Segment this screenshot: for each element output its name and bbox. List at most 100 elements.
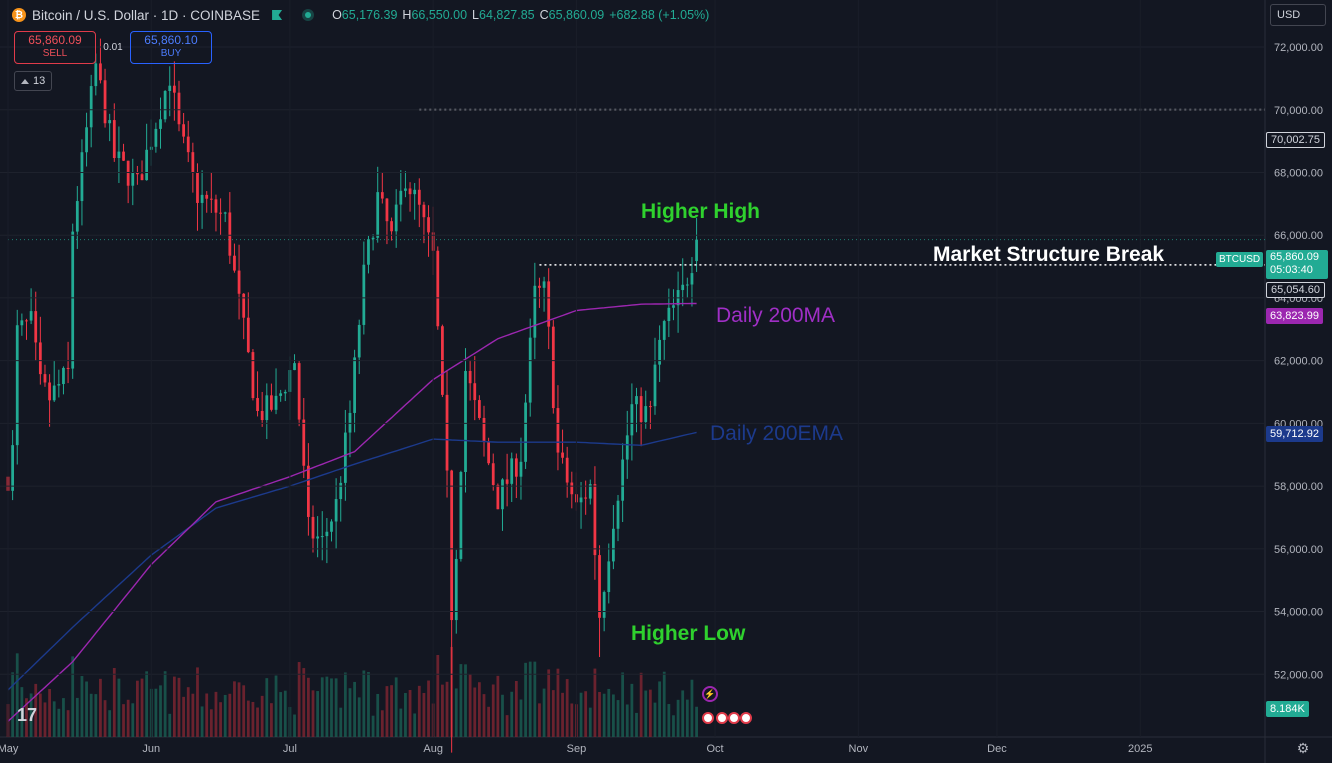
x-tick-label: May (0, 743, 19, 755)
volume-bar (325, 676, 329, 737)
candle (117, 151, 121, 159)
candle (140, 174, 144, 181)
annotation-daily-200ma[interactable]: Daily 200MA (716, 304, 836, 327)
volume-bar (505, 715, 509, 737)
candle (297, 363, 301, 420)
volume-bar (612, 694, 615, 737)
tradingview-logo-icon: 17 (17, 705, 38, 725)
volume-bar (75, 697, 79, 737)
candle (320, 536, 324, 538)
candle (371, 237, 375, 240)
candle (260, 411, 264, 421)
volume-bar (85, 681, 88, 737)
candle (348, 412, 352, 433)
candle (427, 217, 430, 233)
volume-bar (237, 682, 241, 737)
annotation-higher-high[interactable]: Higher High (641, 200, 760, 223)
candle (186, 136, 190, 153)
annotation-market-structure-break[interactable]: Market Structure Break (933, 243, 1165, 266)
volume-bar (214, 691, 218, 737)
volume-bar (408, 690, 412, 737)
indicator-toggle[interactable]: 13 (14, 71, 53, 91)
us-flag-event-icon[interactable] (702, 712, 714, 724)
volume-bar (399, 708, 403, 737)
volume-bar (320, 677, 324, 737)
volume-bar (265, 678, 269, 737)
lightning-icon[interactable]: ⚡ (702, 686, 718, 702)
economic-event-icon[interactable] (740, 712, 752, 724)
volume-bar (482, 694, 486, 737)
buy-button[interactable]: 65,860.10 BUY (130, 30, 212, 64)
economic-event-icon[interactable] (716, 712, 728, 724)
volume-bar (635, 712, 638, 737)
candle (556, 408, 560, 453)
volume-bar (487, 706, 491, 737)
candle (570, 482, 574, 495)
ma200-line (7, 302, 697, 722)
volume-bar (200, 706, 204, 737)
candle (145, 149, 149, 181)
candle (685, 284, 689, 286)
y-tick-label: 56,000.00 (1274, 544, 1323, 556)
candle (43, 374, 47, 383)
candle (15, 325, 19, 446)
candle (52, 385, 56, 401)
volume-bar (126, 699, 130, 737)
volume-bar (588, 707, 592, 737)
volume-bar (196, 667, 199, 737)
volume-bar (43, 702, 47, 737)
candle (630, 404, 634, 436)
volume-bar (491, 684, 495, 737)
market-open-icon (302, 9, 315, 21)
volume-bar (630, 683, 634, 737)
volume-bar (584, 691, 588, 737)
candle (214, 199, 218, 213)
currency-selector[interactable]: USD (1270, 4, 1326, 26)
candle (385, 198, 389, 222)
candle (561, 452, 564, 458)
candle (246, 317, 250, 353)
economic-event-icon[interactable] (728, 712, 740, 724)
volume-bar (140, 678, 144, 737)
candle (662, 321, 666, 340)
volume-bar (533, 661, 537, 737)
annotation-daily-200ema[interactable]: Daily 200EMA (710, 422, 844, 445)
candle (510, 458, 514, 484)
chart-header: ₿ Bitcoin / U.S. Dollar · 1D · COINBASE … (12, 6, 709, 24)
volume-bar (565, 679, 569, 737)
volume-bar (274, 675, 278, 737)
candle (99, 63, 102, 81)
candle (343, 432, 347, 483)
volume-bar (551, 690, 555, 737)
volume-bar (436, 654, 440, 737)
candle (131, 172, 135, 186)
volume-bar (316, 691, 320, 737)
flag-icon[interactable] (272, 10, 283, 20)
volume-bar (538, 703, 541, 737)
candle (219, 212, 222, 214)
sell-button[interactable]: 65,860.09 SELL (14, 30, 96, 64)
candle (390, 221, 393, 232)
volume-bar (648, 689, 652, 737)
volume-bar (616, 700, 620, 737)
volume-bar (343, 672, 347, 737)
y-tick-label: 66,000.00 (1274, 230, 1323, 242)
candle (528, 337, 532, 403)
spread-value: 0.01 (103, 41, 123, 53)
candle (29, 311, 33, 321)
candle (209, 198, 213, 200)
volume-bar (658, 681, 661, 737)
volume-bar (685, 699, 689, 737)
annotation-higher-low[interactable]: Higher Low (631, 622, 746, 645)
volume-bar (417, 685, 421, 737)
candle (48, 382, 51, 401)
candle (376, 192, 380, 238)
symbol-title[interactable]: Bitcoin / U.S. Dollar · 1D · COINBASE (32, 7, 261, 23)
gear-icon[interactable]: ⚙ (1296, 740, 1310, 756)
candle (233, 255, 236, 271)
volume-bar (427, 680, 430, 737)
high-value: 66,550.00 (411, 8, 468, 22)
candle (658, 339, 661, 365)
volume-bar (667, 704, 671, 737)
